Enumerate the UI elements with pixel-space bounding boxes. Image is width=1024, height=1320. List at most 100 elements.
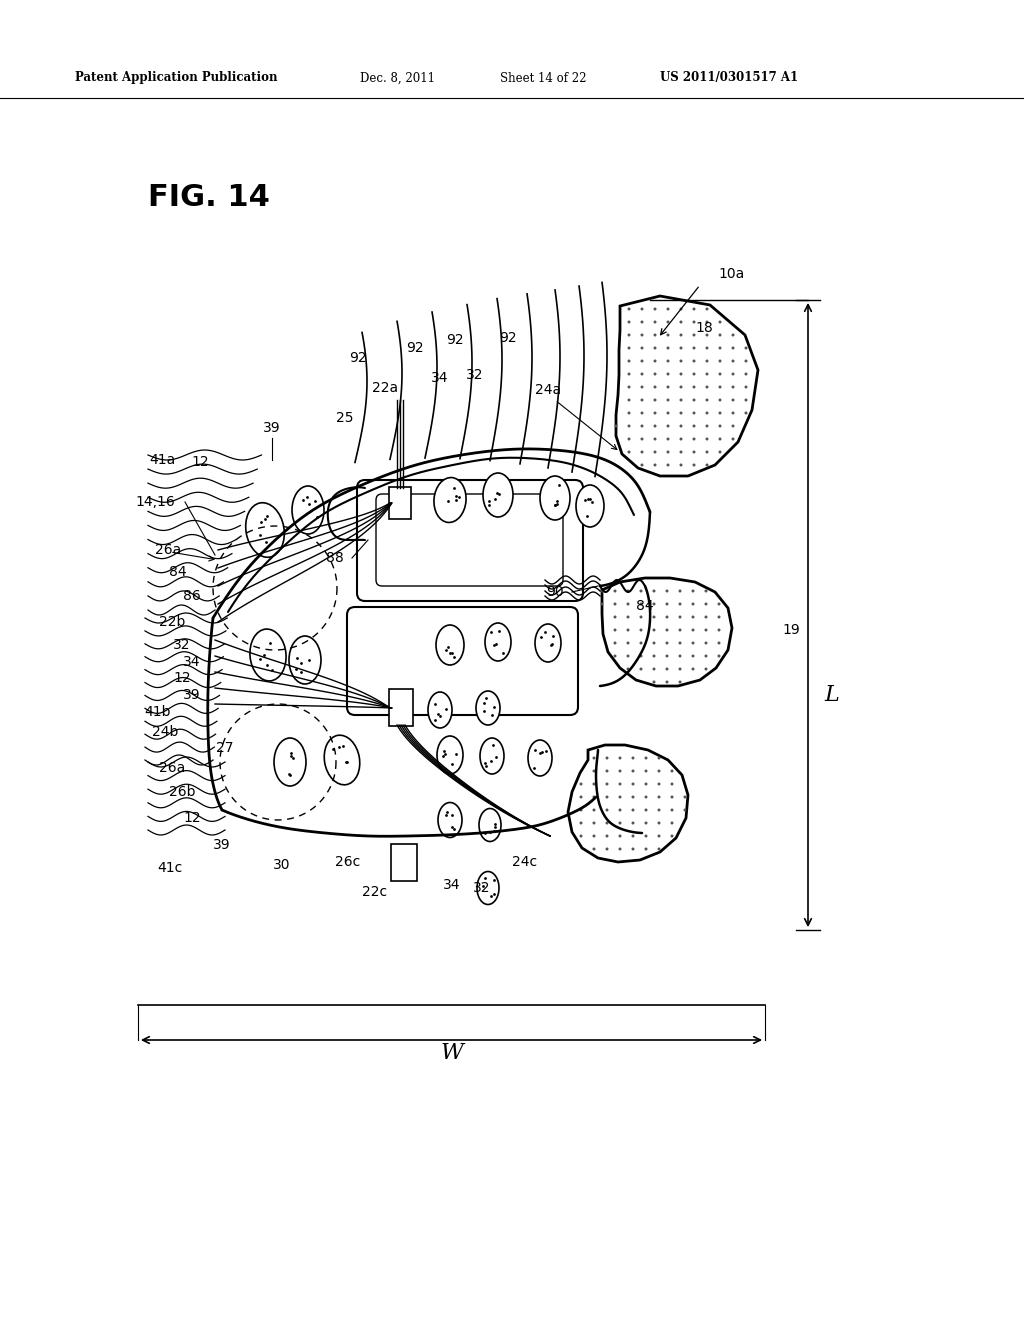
Circle shape (618, 834, 622, 837)
Circle shape (640, 628, 642, 631)
Circle shape (653, 334, 656, 337)
Circle shape (680, 372, 683, 375)
Ellipse shape (535, 624, 561, 663)
Circle shape (692, 372, 695, 375)
Text: 32: 32 (173, 638, 190, 652)
Circle shape (640, 615, 642, 619)
Circle shape (719, 346, 722, 350)
Circle shape (692, 308, 695, 310)
Circle shape (705, 590, 708, 593)
Text: 26c: 26c (336, 855, 360, 869)
Circle shape (692, 399, 695, 401)
Circle shape (644, 756, 647, 759)
Circle shape (666, 590, 669, 593)
FancyBboxPatch shape (389, 487, 411, 519)
Circle shape (627, 642, 630, 644)
Circle shape (605, 770, 608, 772)
Circle shape (666, 615, 669, 619)
Circle shape (640, 437, 643, 441)
Circle shape (632, 783, 635, 785)
Circle shape (605, 783, 608, 785)
Circle shape (657, 808, 660, 812)
Circle shape (680, 412, 683, 414)
Circle shape (640, 668, 642, 671)
Circle shape (652, 628, 655, 631)
Circle shape (719, 334, 722, 337)
Circle shape (593, 834, 596, 837)
Circle shape (640, 372, 643, 375)
Text: Patent Application Publication: Patent Application Publication (75, 71, 278, 84)
Circle shape (667, 463, 670, 466)
Circle shape (644, 783, 647, 785)
Circle shape (680, 399, 683, 401)
Circle shape (691, 590, 694, 593)
Text: 14,16: 14,16 (135, 495, 175, 510)
Circle shape (628, 412, 631, 414)
Text: 92: 92 (407, 341, 424, 355)
Circle shape (632, 834, 635, 837)
Circle shape (667, 425, 670, 428)
Ellipse shape (434, 478, 466, 523)
Circle shape (640, 321, 643, 323)
Circle shape (719, 412, 722, 414)
Text: L: L (824, 684, 839, 706)
Ellipse shape (528, 741, 552, 776)
Circle shape (679, 642, 682, 644)
Circle shape (719, 359, 722, 363)
Ellipse shape (250, 630, 286, 681)
Circle shape (644, 808, 647, 812)
Circle shape (692, 463, 695, 466)
Circle shape (706, 372, 709, 375)
Ellipse shape (477, 871, 499, 904)
Text: 32: 32 (473, 880, 490, 895)
Text: 22c: 22c (362, 884, 387, 899)
Circle shape (706, 308, 709, 310)
Circle shape (705, 628, 708, 631)
Circle shape (593, 796, 596, 799)
Circle shape (719, 321, 722, 323)
Polygon shape (568, 744, 688, 862)
Ellipse shape (438, 803, 462, 837)
Text: 39: 39 (263, 421, 281, 436)
FancyBboxPatch shape (347, 607, 578, 715)
Ellipse shape (292, 486, 324, 535)
Text: 92: 92 (499, 331, 517, 345)
Circle shape (644, 796, 647, 799)
Circle shape (680, 450, 683, 454)
Circle shape (692, 385, 695, 388)
Circle shape (666, 668, 669, 671)
Circle shape (719, 385, 722, 388)
Circle shape (718, 615, 721, 619)
Circle shape (627, 602, 630, 606)
Circle shape (628, 359, 631, 363)
Circle shape (679, 681, 682, 684)
Circle shape (680, 359, 683, 363)
Circle shape (731, 399, 734, 401)
Circle shape (719, 399, 722, 401)
Circle shape (628, 346, 631, 350)
Circle shape (644, 847, 647, 850)
Circle shape (593, 821, 596, 825)
Circle shape (667, 372, 670, 375)
Circle shape (613, 642, 616, 644)
Ellipse shape (476, 690, 500, 725)
FancyBboxPatch shape (389, 689, 413, 726)
Circle shape (613, 615, 616, 619)
Circle shape (653, 372, 656, 375)
Circle shape (706, 321, 709, 323)
Circle shape (593, 808, 596, 812)
Circle shape (632, 821, 635, 825)
Circle shape (593, 783, 596, 785)
Circle shape (657, 770, 660, 772)
Circle shape (653, 308, 656, 310)
Circle shape (667, 399, 670, 401)
Circle shape (671, 770, 674, 772)
Circle shape (628, 399, 631, 401)
Text: 84: 84 (169, 565, 186, 579)
Circle shape (640, 385, 643, 388)
Circle shape (657, 783, 660, 785)
Circle shape (719, 372, 722, 375)
Circle shape (744, 359, 748, 363)
Ellipse shape (437, 737, 463, 774)
Circle shape (667, 321, 670, 323)
